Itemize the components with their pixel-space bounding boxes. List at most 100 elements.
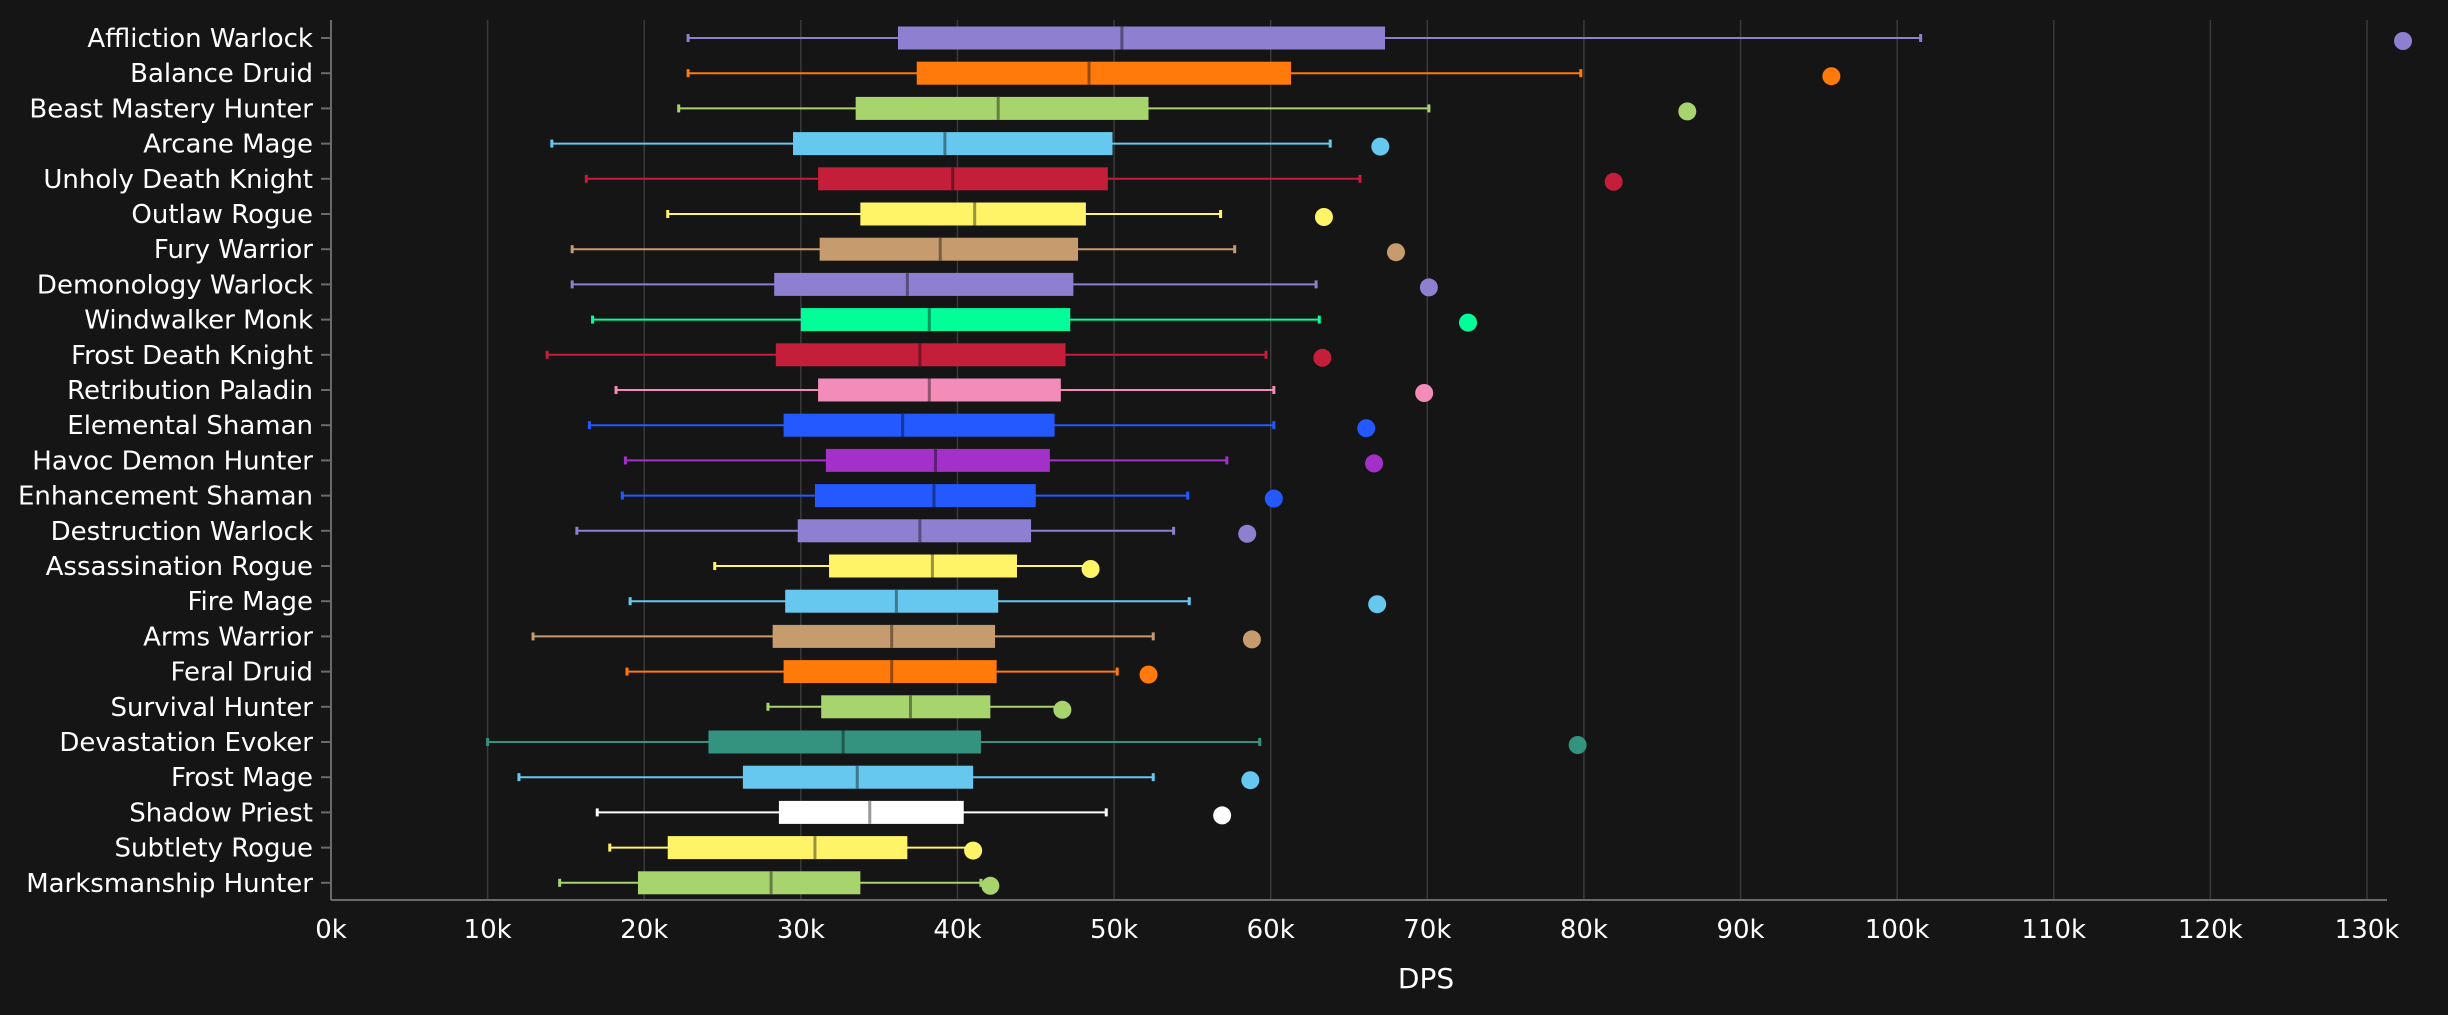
iqr-box <box>825 448 1050 472</box>
iqr-box <box>818 167 1108 191</box>
x-tick-label: 130k <box>2335 915 2400 945</box>
iqr-box <box>667 836 908 860</box>
iqr-box <box>708 730 981 754</box>
iqr-box <box>783 660 997 684</box>
axes: 0k 10k 20k 30k 40k 50k 60k 70k 80k 90k 100k 110k 120… <box>315 20 2399 945</box>
box-plot-row <box>550 132 1390 156</box>
outlier-point <box>964 841 983 860</box>
outlier-point <box>1213 806 1232 825</box>
box-plot-row <box>486 730 1587 754</box>
box-plot-row <box>666 202 1333 226</box>
category-label: Marksmanship Hunter <box>26 869 313 899</box>
category-label: Unholy Death Knight <box>43 165 313 195</box>
category-label: Assassination Rogue <box>46 552 313 582</box>
category-label: Survival Hunter <box>111 693 314 723</box>
iqr-box <box>897 26 1386 50</box>
box-plot-row <box>595 800 1232 825</box>
category-label: Demonology Warlock <box>37 270 313 300</box>
outlier-point <box>1264 489 1283 508</box>
x-tick-label: 80k <box>1560 915 1608 945</box>
category-label: Subtlety Rogue <box>114 834 313 864</box>
iqr-box <box>797 519 1032 543</box>
outlier-point <box>2394 32 2413 50</box>
x-tick-label: 100k <box>1865 915 1930 945</box>
x-tick-label: 50k <box>1090 915 1138 945</box>
x-tick-label: 110k <box>2021 915 2086 945</box>
category-label: Enhancement Shaman <box>18 482 313 512</box>
category-label: Frost Mage <box>171 763 313 793</box>
iqr-box <box>772 624 996 648</box>
outlier-point <box>1568 736 1587 754</box>
x-tick-label: 70k <box>1403 915 1451 945</box>
box-plot-row <box>584 167 1623 191</box>
box-plot-row <box>677 96 1697 121</box>
box-plot-row <box>517 765 1260 790</box>
box-plot-row <box>570 272 1438 297</box>
category-label: Arms Warrior <box>143 622 313 652</box>
outlier-point <box>1415 384 1434 402</box>
category-label: Affliction Warlock <box>87 24 313 54</box>
box-plot-row <box>558 871 1000 895</box>
box-plot-row <box>713 554 1100 578</box>
outlier-point <box>1242 630 1261 649</box>
iqr-box <box>785 589 999 613</box>
box-plot-row <box>531 624 1261 649</box>
category-label: Retribution Paladin <box>67 376 313 406</box>
category-label: Havoc Demon Hunter <box>32 446 313 476</box>
outlier-point <box>1241 771 1260 790</box>
outlier-point <box>1081 560 1100 578</box>
category-label: Shadow Priest <box>129 798 313 828</box>
x-tick-label: 60k <box>1247 915 1295 945</box>
outlier-point <box>1604 172 1623 191</box>
outlier-point <box>1313 348 1332 367</box>
box-plot-row <box>686 61 1841 86</box>
category-label: Elemental Shaman <box>67 411 313 441</box>
box-plot-row <box>575 519 1257 543</box>
iqr-box <box>819 237 1079 261</box>
x-tick-label: 0k <box>315 915 347 945</box>
iqr-box <box>778 800 964 824</box>
iqr-box <box>800 308 1071 332</box>
outlier-point <box>1357 419 1376 438</box>
category-label: Arcane Mage <box>143 130 313 160</box>
outlier-point <box>1365 454 1384 473</box>
outlier-point <box>1368 595 1387 614</box>
category-label: Destruction Warlock <box>51 517 313 547</box>
category-label: Beast Mastery Hunter <box>29 94 313 124</box>
category-labels: Affliction Warlock Balance Druid Beast Mas… <box>18 24 313 899</box>
outlier-point <box>1139 665 1158 684</box>
iqr-box <box>821 695 991 719</box>
box-plot-row <box>545 343 1332 367</box>
x-tick-label: 90k <box>1716 915 1764 945</box>
iqr-box <box>637 871 861 895</box>
box-plot-row <box>628 589 1387 614</box>
x-tick-label: 20k <box>620 915 668 945</box>
box-plot-row <box>766 695 1072 719</box>
outlier-point <box>1386 243 1405 262</box>
category-label: Outlaw Rogue <box>131 200 313 230</box>
iqr-box <box>793 132 1113 156</box>
category-label: Devastation Evoker <box>59 728 313 758</box>
box-plot-row <box>608 836 983 860</box>
category-label: Windwalker Monk <box>84 306 313 336</box>
category-label: Fury Warrior <box>154 235 313 265</box>
iqr-box <box>783 413 1055 437</box>
x-tick-label: 40k <box>933 915 981 945</box>
category-label: Feral Druid <box>170 658 313 688</box>
outlier-point <box>1459 313 1478 332</box>
category-label: Fire Mage <box>187 587 313 617</box>
box-plot-row <box>591 308 1478 332</box>
iqr-box <box>774 272 1074 296</box>
outlier-point <box>1678 102 1697 121</box>
box-plot-row <box>570 237 1405 262</box>
box-plots <box>486 26 2413 895</box>
outlier-point <box>981 876 1000 895</box>
x-tick-label: 10k <box>464 915 512 945</box>
category-label: Frost Death Knight <box>71 341 313 371</box>
box-plot-row <box>614 378 1434 402</box>
outlier-point <box>1371 137 1390 156</box>
box-plot-row <box>623 448 1384 473</box>
outlier-point <box>1053 700 1072 719</box>
